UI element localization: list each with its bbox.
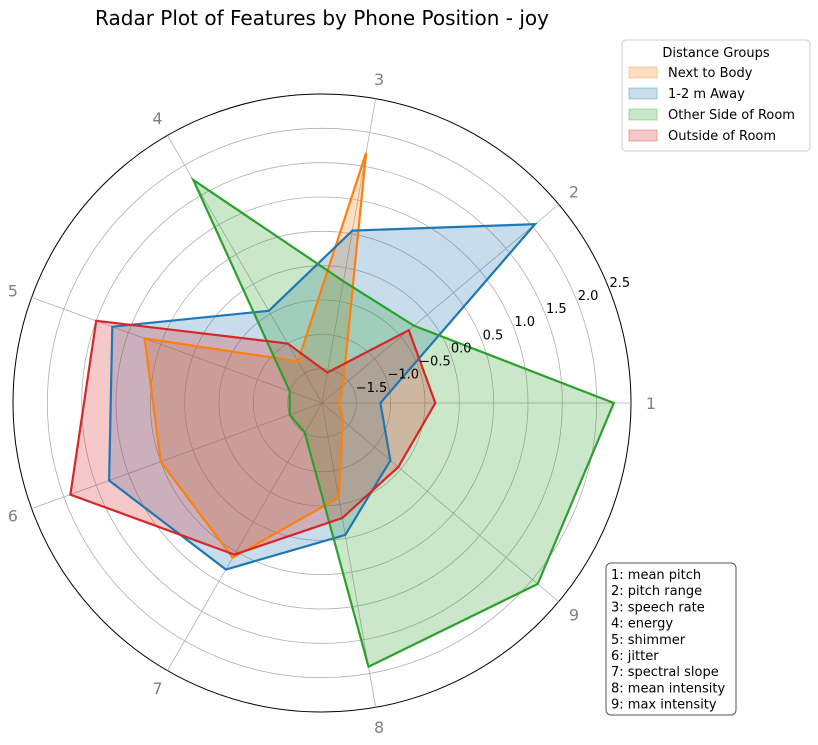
series-fill [109,224,535,570]
legend-swatch [628,87,658,100]
grid-spoke [321,402,559,602]
feature-key-line: 8: mean intensity [611,681,725,696]
feature-key-frame [605,562,737,716]
category-label: 6 [8,507,18,526]
r-tick-label: 1.0 [514,315,535,330]
legend-label: Next to Body [668,66,753,81]
grid-spoke [31,296,323,404]
series-line [69,319,437,556]
r-tick-label: 2.5 [609,276,630,291]
r-tick-label: −1.5 [356,381,388,396]
r-tick-label: 0.5 [483,328,504,343]
category-label: 1 [646,394,656,413]
legend-swatch [628,108,658,121]
grid-spoke [167,402,323,671]
category-label: 7 [152,679,162,698]
series-line [190,176,616,669]
feature-key-line: 2: pitch range [611,584,702,599]
series-line [107,223,538,571]
legend-label: Other Side of Room [668,108,795,123]
feature-key-line: 6: jitter [611,649,659,664]
category-label: 9 [569,605,579,624]
radar-grid [12,93,632,713]
legend-frame [621,39,811,152]
legend-label: 1-2 m Away [668,87,745,102]
r-tick-label: −0.5 [419,355,451,370]
grid-spoke [31,402,323,510]
series-fills [70,152,614,667]
category-label: 5 [8,281,18,300]
legend: Distance Groups Next to Body 1-2 m Away Oth… [621,39,811,152]
r-tick-label: 0.0 [451,341,472,356]
legend-swatch [628,66,658,79]
category-label: 4 [152,109,162,128]
feature-key-line: 4: energy [611,617,673,632]
r-tick-label: −1.0 [387,368,419,383]
r-tick-label: 2.0 [578,289,599,304]
series-lines [69,152,616,669]
feature-key-line: 5: shimmer [611,633,686,648]
r-tick-label: 1.5 [546,302,567,317]
legend-title: Distance Groups [662,46,770,61]
category-label: 3 [374,70,384,89]
feature-key-line: 9: max intensity [611,698,717,713]
axis-labels: −1.5−1.0−0.50.0 0.5 1.0 1.5 2.0 2.5 1 2 3 4 5 6 7 8 9 [8,70,656,737]
series-fill [193,180,614,667]
series-line [143,152,368,560]
chart-title: Radar Plot of Features by Phone Position… [95,6,549,30]
legend-label: Outside of Room [668,129,776,144]
feature-key-line: 7: spectral slope [611,665,719,680]
feature-key-line: 3: speech rate [611,600,705,615]
category-label: 8 [374,718,384,737]
grid-spoke [321,98,377,404]
legend-swatch [628,129,658,142]
category-label: 2 [569,183,579,202]
grid-spoke [321,204,559,404]
feature-key-line: 1: mean pitch [611,568,701,583]
